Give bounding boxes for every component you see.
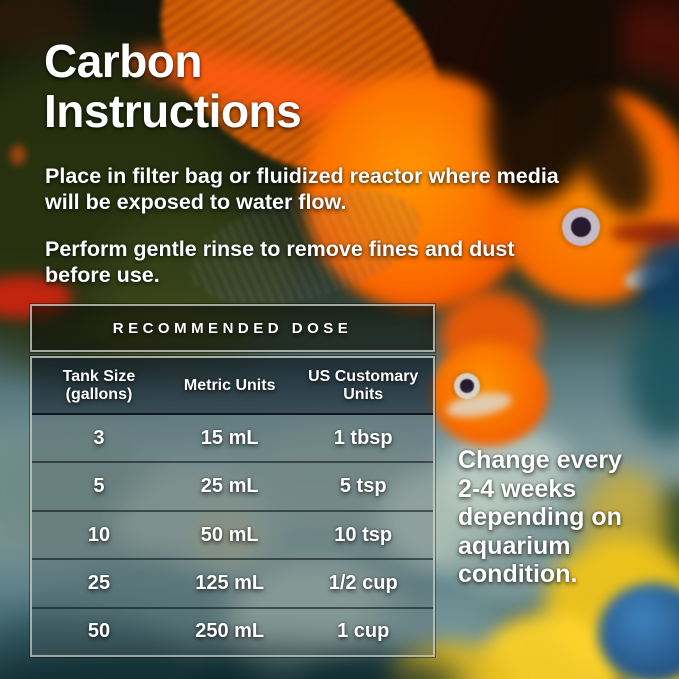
note-line: 2-4 weeks	[458, 474, 577, 503]
page-title: Carbon Instructions	[44, 35, 302, 137]
column-header-line: US Customary	[308, 368, 419, 385]
eye-pupil	[571, 217, 591, 237]
table-cell: 250 mL	[195, 620, 265, 643]
table-cell: 50 mL	[200, 523, 259, 546]
instructions-paragraph-1: Place in filter bag or fluidized reactor…	[45, 163, 559, 215]
table-cell: 125 mL	[195, 571, 265, 594]
goldfish-eye	[562, 208, 600, 246]
title-line: Instructions	[44, 85, 302, 137]
dose-table-header: RECOMMENDED DOSE	[30, 304, 435, 352]
table-cell: 10	[87, 523, 111, 546]
table-cell: 25 mL	[200, 475, 259, 498]
red-fin	[610, 222, 679, 244]
note-line: Change every	[458, 446, 622, 474]
dose-table: Tank Size (gallons) Metric Units US Cust…	[30, 356, 435, 657]
table-cell: 50	[87, 620, 111, 643]
paragraph-line: Place in filter bag or fluidized reactor…	[45, 164, 559, 188]
blue-gravel-stone	[598, 583, 679, 679]
table-cell: 1 tbsp	[333, 426, 393, 449]
column-header-line: Units	[343, 385, 384, 403]
note-line: depending on	[458, 503, 622, 531]
eye-pupil	[460, 379, 474, 393]
table-cell: 5	[93, 475, 105, 498]
table-row: 3 15 mL 1 tbsp	[32, 415, 433, 462]
column-header-line: (gallons)	[65, 385, 133, 403]
table-cell: 3	[93, 426, 105, 449]
table-row: 10 50 mL 10 tsp	[32, 509, 433, 559]
note-line: aquarium	[458, 531, 571, 560]
table-row: 5 25 mL 5 tsp	[32, 461, 433, 510]
note-line: condition.	[458, 560, 578, 588]
paragraph-line: before use.	[45, 263, 160, 287]
gravel-stone	[195, 515, 260, 560]
dose-table-title: RECOMMENDED DOSE	[112, 319, 353, 337]
table-cell: 1 cup	[337, 620, 390, 643]
title-line: Carbon	[44, 35, 203, 87]
distant-fish	[10, 145, 26, 165]
instructions-paragraph-2: Perform gentle rinse to remove fines and…	[45, 236, 515, 288]
paragraph-line: Perform gentle rinse to remove fines and…	[45, 237, 515, 261]
column-header-line: Tank Size	[62, 368, 136, 385]
column-header-cell: Tank Size (gallons)	[32, 358, 166, 413]
table-cell: 25	[87, 571, 111, 594]
table-row: 25 125 mL 1/2 cup	[32, 558, 433, 607]
column-header-cell: Metric Units	[166, 358, 294, 413]
table-cell: 1/2 cup	[328, 571, 398, 594]
dose-table-column-headers: Tank Size (gallons) Metric Units US Cust…	[32, 358, 433, 415]
table-cell: 10 tsp	[334, 523, 393, 546]
paragraph-line: will be exposed to water flow.	[45, 190, 347, 214]
column-header-cell: US Customary Units	[293, 358, 433, 413]
replacement-note: Change every 2-4 weeks depending on aqua…	[458, 446, 622, 589]
table-cell: 5 tsp	[339, 475, 387, 498]
table-row: 50 250 mL 1 cup	[32, 606, 433, 656]
table-cell: 15 mL	[200, 426, 259, 449]
column-header-line: Metric Units	[183, 376, 276, 394]
